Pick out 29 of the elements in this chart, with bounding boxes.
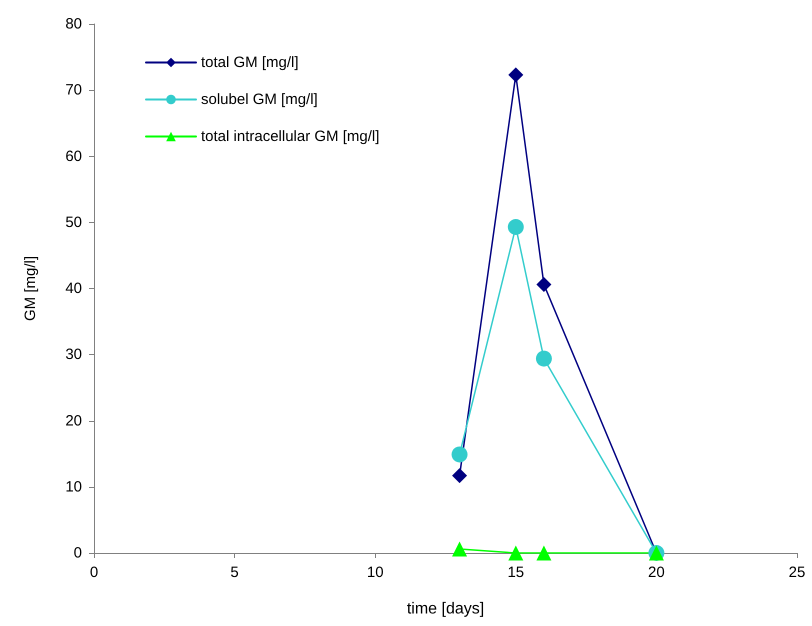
point	[452, 542, 468, 557]
x-tick-label: 25	[788, 564, 806, 581]
y-tick-label: 50	[65, 214, 82, 231]
point	[536, 546, 552, 560]
point	[508, 67, 524, 82]
x-tick-label: 15	[507, 564, 524, 581]
point	[452, 468, 468, 484]
y-tick-label: 0	[74, 544, 82, 562]
y-tick-label: 30	[65, 346, 82, 364]
point	[508, 546, 524, 560]
point	[452, 446, 468, 462]
legend-label: total GM [mg/l]	[201, 54, 299, 71]
point	[536, 277, 552, 292]
y-tick-label: 70	[65, 82, 82, 99]
y-tick-label: 60	[65, 148, 82, 165]
y-tick-label: 20	[65, 412, 82, 430]
x-tick-label: 5	[230, 564, 239, 581]
y-tick-label: 10	[65, 478, 82, 496]
y-axis-title: GM [mg/l]	[22, 256, 39, 322]
y-tick-label: 80	[65, 16, 82, 32]
x-tick-label: 20	[648, 564, 665, 581]
x-axis-title: time [days]	[406, 600, 484, 618]
legend-label: total intracellular GM [mg/l]	[201, 128, 380, 145]
point	[508, 219, 524, 235]
point	[536, 350, 552, 367]
legend-label: solubel GM [mg/l]	[201, 91, 318, 108]
x-tick-label: 0	[90, 564, 98, 581]
x-tick-label: 10	[366, 564, 384, 581]
y-tick-label: 40	[65, 280, 82, 297]
